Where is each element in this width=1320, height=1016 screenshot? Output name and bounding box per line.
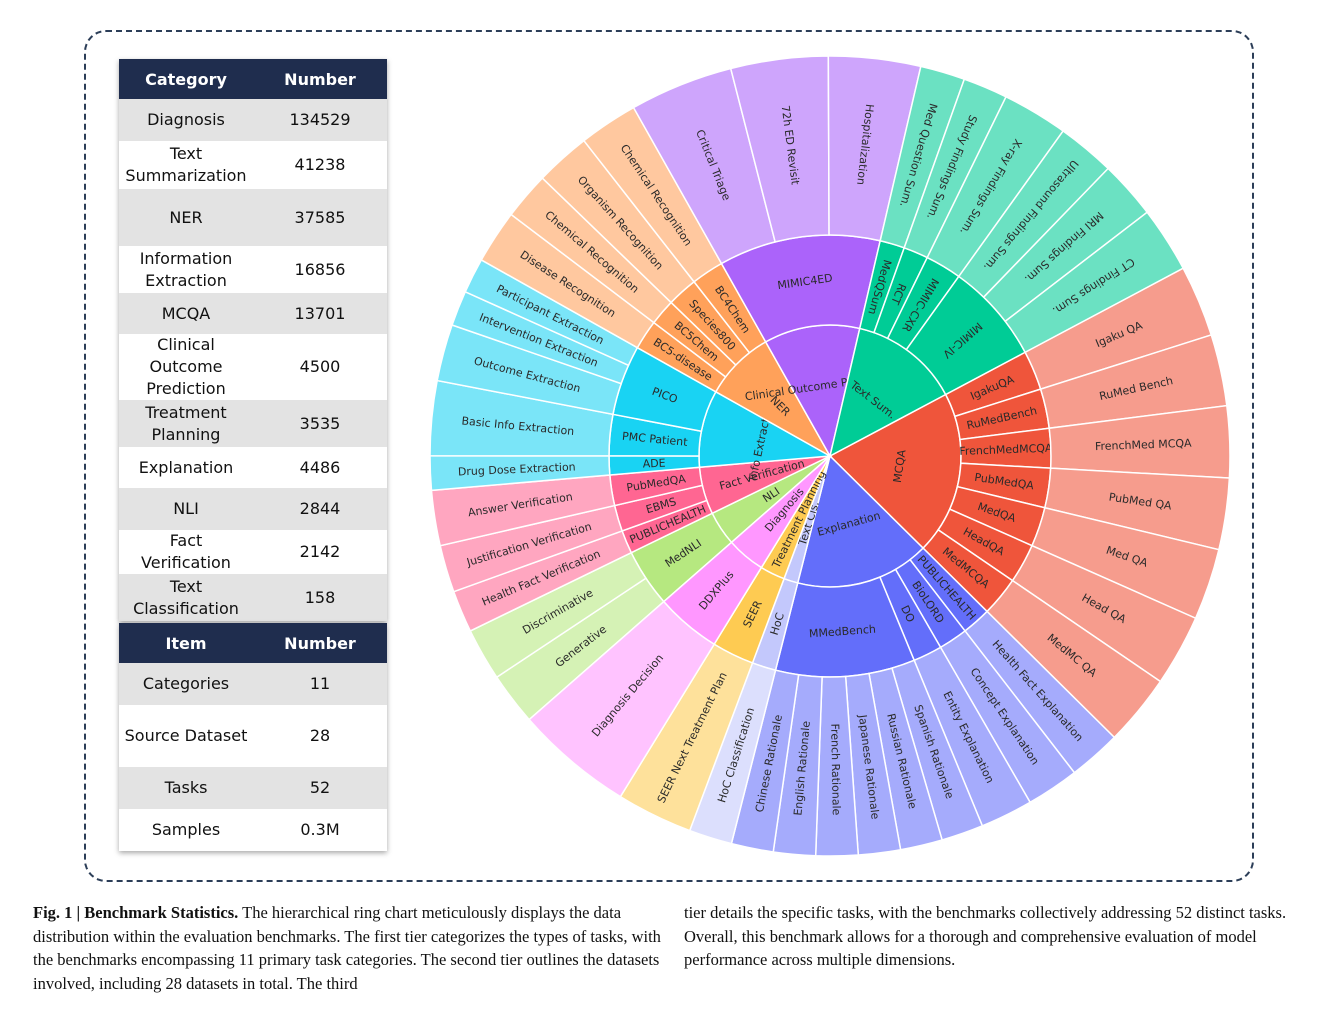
figure-caption-right: tier details the specific tasks, with th… [684, 901, 1310, 972]
table-row: Diagnosis 134529 [119, 99, 387, 141]
category-cell: Clinical Outcome Prediction [119, 334, 253, 400]
table-row: NER 37585 [119, 189, 387, 246]
category-cell: MCQA [119, 293, 253, 334]
category-label-mcqa: MCQA [891, 448, 909, 483]
number-cell: 37585 [253, 189, 387, 246]
table-row: Treatment Planning 3535 [119, 400, 387, 447]
category-table: Category Number Diagnosis 134529 Text Sum… [119, 59, 387, 621]
category-cell: Text Classification [119, 574, 253, 621]
category-cell: Explanation [119, 447, 253, 488]
dataset-label-frenchmedmcqa: FrenchMedMCQA [959, 442, 1053, 458]
number-cell: 52 [253, 767, 387, 809]
table-row: Source Dataset 28 [119, 705, 387, 767]
number-cell: 2844 [253, 488, 387, 530]
category-header: Category [119, 59, 253, 99]
category-cell: Diagnosis [119, 99, 253, 141]
table-row: NLI 2844 [119, 488, 387, 530]
item-cell: Samples [119, 809, 253, 851]
number-cell: 134529 [253, 99, 387, 141]
number-cell: 0.3M [253, 809, 387, 851]
figure-caption-text-right: tier details the specific tasks, with th… [684, 903, 1287, 969]
number-cell: 13701 [253, 293, 387, 334]
figure-caption-label: Fig. 1 | Benchmark Statistics. [33, 903, 239, 922]
category-cell: Text Summarization [119, 141, 253, 189]
number-header: Number [253, 59, 387, 99]
category-cell: Information Extraction [119, 246, 253, 293]
number-cell: 4486 [253, 447, 387, 488]
dataset-label-ade: ADE [642, 457, 666, 471]
table-row: Explanation 4486 [119, 447, 387, 488]
number-cell: 2142 [253, 530, 387, 574]
number-cell: 158 [253, 574, 387, 621]
number-cell: 41238 [253, 141, 387, 189]
item-cell: Categories [119, 663, 253, 705]
category-cell: Treatment Planning [119, 400, 253, 447]
figure-caption-text-left: The hierarchical ring chart meticulously… [33, 903, 661, 993]
item-header: Item [119, 623, 253, 663]
table-row: Categories 11 [119, 663, 387, 705]
number-cell: 11 [253, 663, 387, 705]
table-row: Tasks 52 [119, 767, 387, 809]
task-label-french-rationale: French Rationale [828, 723, 843, 815]
category-cell: Fact Verification [119, 530, 253, 574]
task-label-frenchmed-mcqa: FrenchMed MCQA [1095, 437, 1193, 453]
table-row: MCQA 13701 [119, 293, 387, 334]
number-cell: 16856 [253, 246, 387, 293]
table-row: Samples 0.3M [119, 809, 387, 851]
item-cell: Tasks [119, 767, 253, 809]
number-header: Number [253, 623, 387, 663]
category-cell: NLI [119, 488, 253, 530]
item-cell: Source Dataset [119, 705, 253, 767]
number-cell: 3535 [253, 400, 387, 447]
dataset-label-mmedbench: MMedBench [809, 623, 877, 641]
table-row: Information Extraction 16856 [119, 246, 387, 293]
category-cell: NER [119, 189, 253, 246]
task-wedge-ct-findings-sum [1004, 211, 1185, 354]
figure-caption-left: Fig. 1 | Benchmark Statistics. The hiera… [33, 901, 661, 995]
table-row: Clinical Outcome Prediction 4500 [119, 334, 387, 400]
summary-table: Item Number Categories 11 Source Dataset 2… [119, 623, 387, 851]
dataset-label-pmc-patient: PMC Patient [622, 430, 689, 449]
number-cell: 4500 [253, 334, 387, 400]
task-label-drug-dose-extraction: Drug Dose Extraction [458, 460, 576, 478]
number-cell: 28 [253, 705, 387, 767]
table-row: Text Summarization 41238 [119, 141, 387, 189]
figure-frame [84, 30, 1254, 882]
table-row: Fact Verification 2142 [119, 530, 387, 574]
table-row: Text Classification 158 [119, 574, 387, 621]
